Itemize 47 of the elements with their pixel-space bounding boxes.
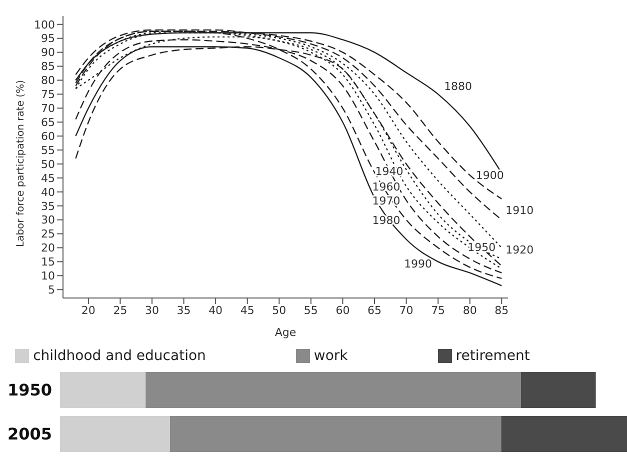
- y-tick-label: 95: [41, 32, 55, 46]
- series-label: 1940: [375, 164, 404, 178]
- legend-label: childhood and education: [33, 348, 206, 364]
- y-tick-label: 30: [41, 214, 55, 227]
- y-tick-label: 35: [41, 200, 55, 213]
- x-tick-label: 40: [208, 304, 223, 317]
- x-tick-label: 35: [176, 304, 191, 317]
- y-tick-label: 2005: [7, 424, 52, 444]
- y-tick-label: 80: [41, 74, 55, 88]
- series-label: 1900: [476, 169, 504, 182]
- y-tick-label: 10: [41, 270, 55, 283]
- x-tick-label: 85: [494, 304, 509, 317]
- series-label: 1880: [444, 80, 472, 94]
- x-tick-label: 45: [240, 304, 254, 317]
- y-tick-label: 100: [34, 18, 55, 32]
- y-tick-label: 15: [41, 256, 55, 269]
- x-axis-title: Age: [274, 326, 296, 339]
- x-tick-label: 25: [113, 304, 128, 317]
- x-tick-label: 80: [462, 304, 477, 317]
- y-tick-label: 65: [41, 116, 55, 130]
- series-label: 1910: [506, 204, 534, 217]
- y-tick-label: 5: [48, 284, 55, 297]
- y-axis-title: Labor force participation rate (%): [16, 80, 27, 247]
- y-tick-label: 70: [41, 102, 55, 116]
- y-tick-label: 75: [41, 88, 55, 102]
- y-tick-label: 40: [41, 186, 55, 199]
- x-tick-label: 65: [368, 304, 382, 317]
- legend-label: retirement: [456, 348, 530, 364]
- x-tick-label: 50: [272, 304, 286, 317]
- series-label: 1920: [506, 244, 534, 257]
- y-tick-label: 50: [41, 158, 55, 171]
- y-tick-label: 25: [41, 228, 55, 241]
- y-tick-label: 1950: [7, 380, 52, 400]
- y-tick-label: 85: [41, 60, 55, 74]
- x-tick-label: 20: [81, 304, 96, 317]
- x-tick-label: 55: [304, 304, 318, 317]
- x-tick-label: 70: [399, 304, 414, 317]
- x-tick-label: 75: [431, 304, 446, 317]
- x-tick-label: 30: [145, 304, 159, 317]
- y-tick-label: 60: [41, 130, 55, 143]
- y-tick-label: 55: [41, 144, 55, 157]
- x-tick-label: 60: [336, 304, 350, 317]
- y-tick-label: 45: [41, 172, 55, 185]
- y-tick-label: 90: [41, 46, 55, 60]
- series-label: 1990: [404, 258, 432, 271]
- y-tick-label: 20: [41, 242, 55, 255]
- legend-label: work: [314, 348, 348, 364]
